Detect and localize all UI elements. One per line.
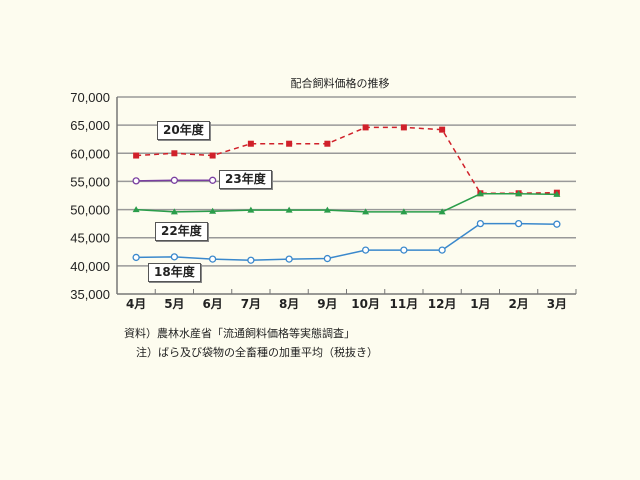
y-tick-label: 60,000 <box>70 146 110 161</box>
label-20-nendo: 20年度 <box>157 121 210 140</box>
x-tick-label: 1月 <box>470 297 490 311</box>
y-tick-label: 45,000 <box>70 231 110 246</box>
circle-marker <box>170 176 179 184</box>
x-tick-label: 6月 <box>202 297 222 311</box>
label-23-nendo: 23年度 <box>219 170 272 189</box>
triangle-marker <box>285 206 293 213</box>
triangle-marker <box>209 207 217 214</box>
circle-marker <box>170 253 179 261</box>
x-tick-label: 8月 <box>279 297 299 311</box>
square-marker <box>209 152 216 159</box>
triangle-marker <box>170 208 178 215</box>
triangle-marker <box>247 206 255 213</box>
circle-marker <box>400 246 408 254</box>
triangle-marker <box>362 208 370 215</box>
label-18-nendo: 18年度 <box>148 263 201 282</box>
series-lines <box>132 124 561 264</box>
triangle-marker <box>132 206 140 213</box>
square-marker <box>133 152 140 159</box>
triangle-marker <box>476 190 484 197</box>
source-note: 資料）農林水産省「流通飼料価格等実態調査」 <box>124 327 355 340</box>
x-tick-label: 9月 <box>317 297 337 311</box>
label-22-nendo: 22年度 <box>155 222 208 241</box>
series-22年度 <box>132 190 561 215</box>
circle-marker <box>438 246 446 254</box>
y-tick-label: 35,000 <box>70 287 110 302</box>
circle-marker <box>208 255 217 263</box>
square-marker <box>247 140 254 147</box>
y-tick-label: 65,000 <box>70 118 110 133</box>
x-tick-label: 12月 <box>428 297 457 311</box>
chart-title: 配合飼料価格の推移 <box>290 77 390 90</box>
y-axis-ticks: 70,000 65,000 60,000 55,000 50,000 45,000 40,0… <box>70 90 110 302</box>
x-tick-label: 4月 <box>126 297 146 311</box>
square-marker <box>286 140 293 147</box>
square-marker <box>400 124 407 131</box>
triangle-marker <box>400 208 408 215</box>
x-tick-label: 5月 <box>164 297 184 311</box>
circle-marker <box>208 176 217 184</box>
x-tick-label: 11月 <box>390 297 419 311</box>
series-18年度 <box>132 219 561 264</box>
x-tick-label: 7月 <box>241 297 261 311</box>
triangle-marker <box>515 190 523 197</box>
triangle-marker <box>553 190 561 197</box>
circle-marker <box>553 220 561 228</box>
x-axis-ticks: 4月 5月 6月 7月 8月 9月 10月 11月 12月 1月 2月 3月 <box>126 297 567 311</box>
x-tick-label: 2月 <box>508 297 528 311</box>
circle-marker <box>132 177 140 185</box>
circle-marker <box>514 219 523 228</box>
square-marker <box>362 124 369 131</box>
y-tick-label: 50,000 <box>70 203 110 218</box>
circle-marker <box>285 255 293 263</box>
circle-marker <box>323 254 332 263</box>
y-tick-label: 55,000 <box>70 174 110 189</box>
circle-marker <box>132 253 140 262</box>
series-23年度 <box>132 176 217 185</box>
x-tick-label: 3月 <box>547 297 567 311</box>
footnote: 注）ばら及び袋物の全畜種の加重平均（税抜き） <box>136 346 378 359</box>
square-marker <box>171 150 178 157</box>
x-tick-label: 10月 <box>351 297 380 311</box>
circle-marker <box>361 246 370 254</box>
triangle-marker <box>438 208 446 215</box>
circle-marker <box>476 219 485 228</box>
square-marker <box>324 140 331 147</box>
y-tick-label: 70,000 <box>70 90 110 105</box>
square-marker <box>439 126 446 133</box>
triangle-marker <box>323 206 331 213</box>
y-tick-label: 40,000 <box>70 259 110 274</box>
circle-marker <box>247 256 255 264</box>
